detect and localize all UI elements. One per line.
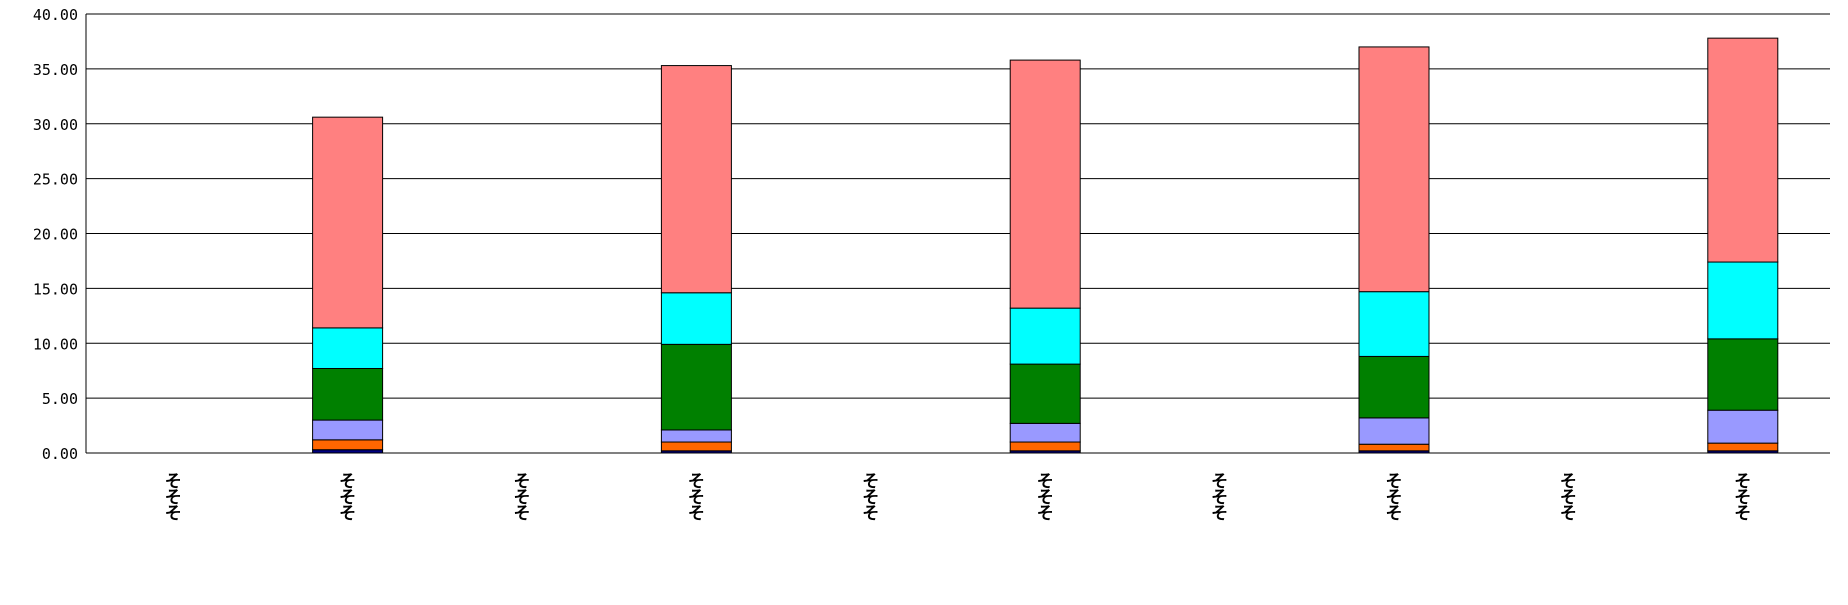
- bar-segment-1-1: [312, 439, 384, 451]
- y-tick-label: 35.00: [33, 61, 78, 79]
- bar-segment-9-3: [1707, 338, 1779, 411]
- bar-segment-5-2: [1009, 422, 1081, 443]
- bar-segment-3-2: [660, 429, 732, 443]
- x-tick-label: そそそ: [1386, 472, 1403, 524]
- bar-segment-7-4: [1358, 291, 1430, 357]
- bar-segment-7-5: [1358, 46, 1430, 293]
- x-tick-label: そそそ: [1037, 472, 1054, 524]
- x-tick-label: そそそ: [165, 472, 182, 524]
- y-tick-label: 30.00: [33, 116, 78, 134]
- x-tick-label: そそそ: [339, 472, 356, 524]
- x-tick-label: そそそ: [688, 472, 705, 524]
- y-tick-label: 0.00: [42, 445, 78, 463]
- bar-segment-9-5: [1707, 37, 1779, 263]
- y-tick-label: 10.00: [33, 335, 78, 353]
- bars: [312, 37, 1779, 454]
- bar-segment-1-2: [312, 419, 384, 441]
- y-tick-label: 5.00: [42, 390, 78, 408]
- bar-segment-1-4: [312, 327, 384, 369]
- y-axis-ticks: 0.00 5.00 10.00 15.00 20.00 25.00 30.00 35.00 40…: [33, 6, 78, 463]
- bar-segment-9-4: [1707, 261, 1779, 340]
- y-tick-label: 40.00: [33, 6, 78, 24]
- bar-segment-5-4: [1009, 307, 1081, 365]
- y-tick-label: 15.00: [33, 280, 78, 298]
- bar-segment-9-2: [1707, 409, 1779, 444]
- bar-segment-7-2: [1358, 417, 1430, 445]
- bar-segment-9-1: [1707, 442, 1779, 452]
- y-tick-label: 25.00: [33, 171, 78, 189]
- bar-segment-3-4: [660, 292, 732, 345]
- bar-segment-5-5: [1009, 59, 1081, 309]
- bar-segment-7-3: [1358, 355, 1430, 419]
- bar-segment-5-3: [1009, 363, 1081, 424]
- bar-segment-7-1: [1358, 443, 1430, 452]
- bar-segment-1-5: [312, 116, 384, 329]
- bar-segment-5-1: [1009, 441, 1081, 452]
- y-tick-label: 20.00: [33, 226, 78, 244]
- x-tick-label: そそそ: [1560, 472, 1577, 524]
- bar-segment-3-3: [660, 343, 732, 431]
- x-tick-label: そそそ: [1211, 472, 1228, 524]
- x-tick-label: そそそ: [514, 472, 531, 524]
- x-tick-label: そそそ: [862, 472, 879, 524]
- bar-segment-1-3: [312, 367, 384, 421]
- bar-segment-3-5: [660, 65, 732, 294]
- bar-segment-3-1: [660, 441, 732, 452]
- x-tick-label: そそそ: [1734, 472, 1751, 524]
- x-axis-ticks: そそそ そそそ そそそ そそそ そそそ そそそ そそそ そそそ そそそ そそそ: [165, 472, 1752, 524]
